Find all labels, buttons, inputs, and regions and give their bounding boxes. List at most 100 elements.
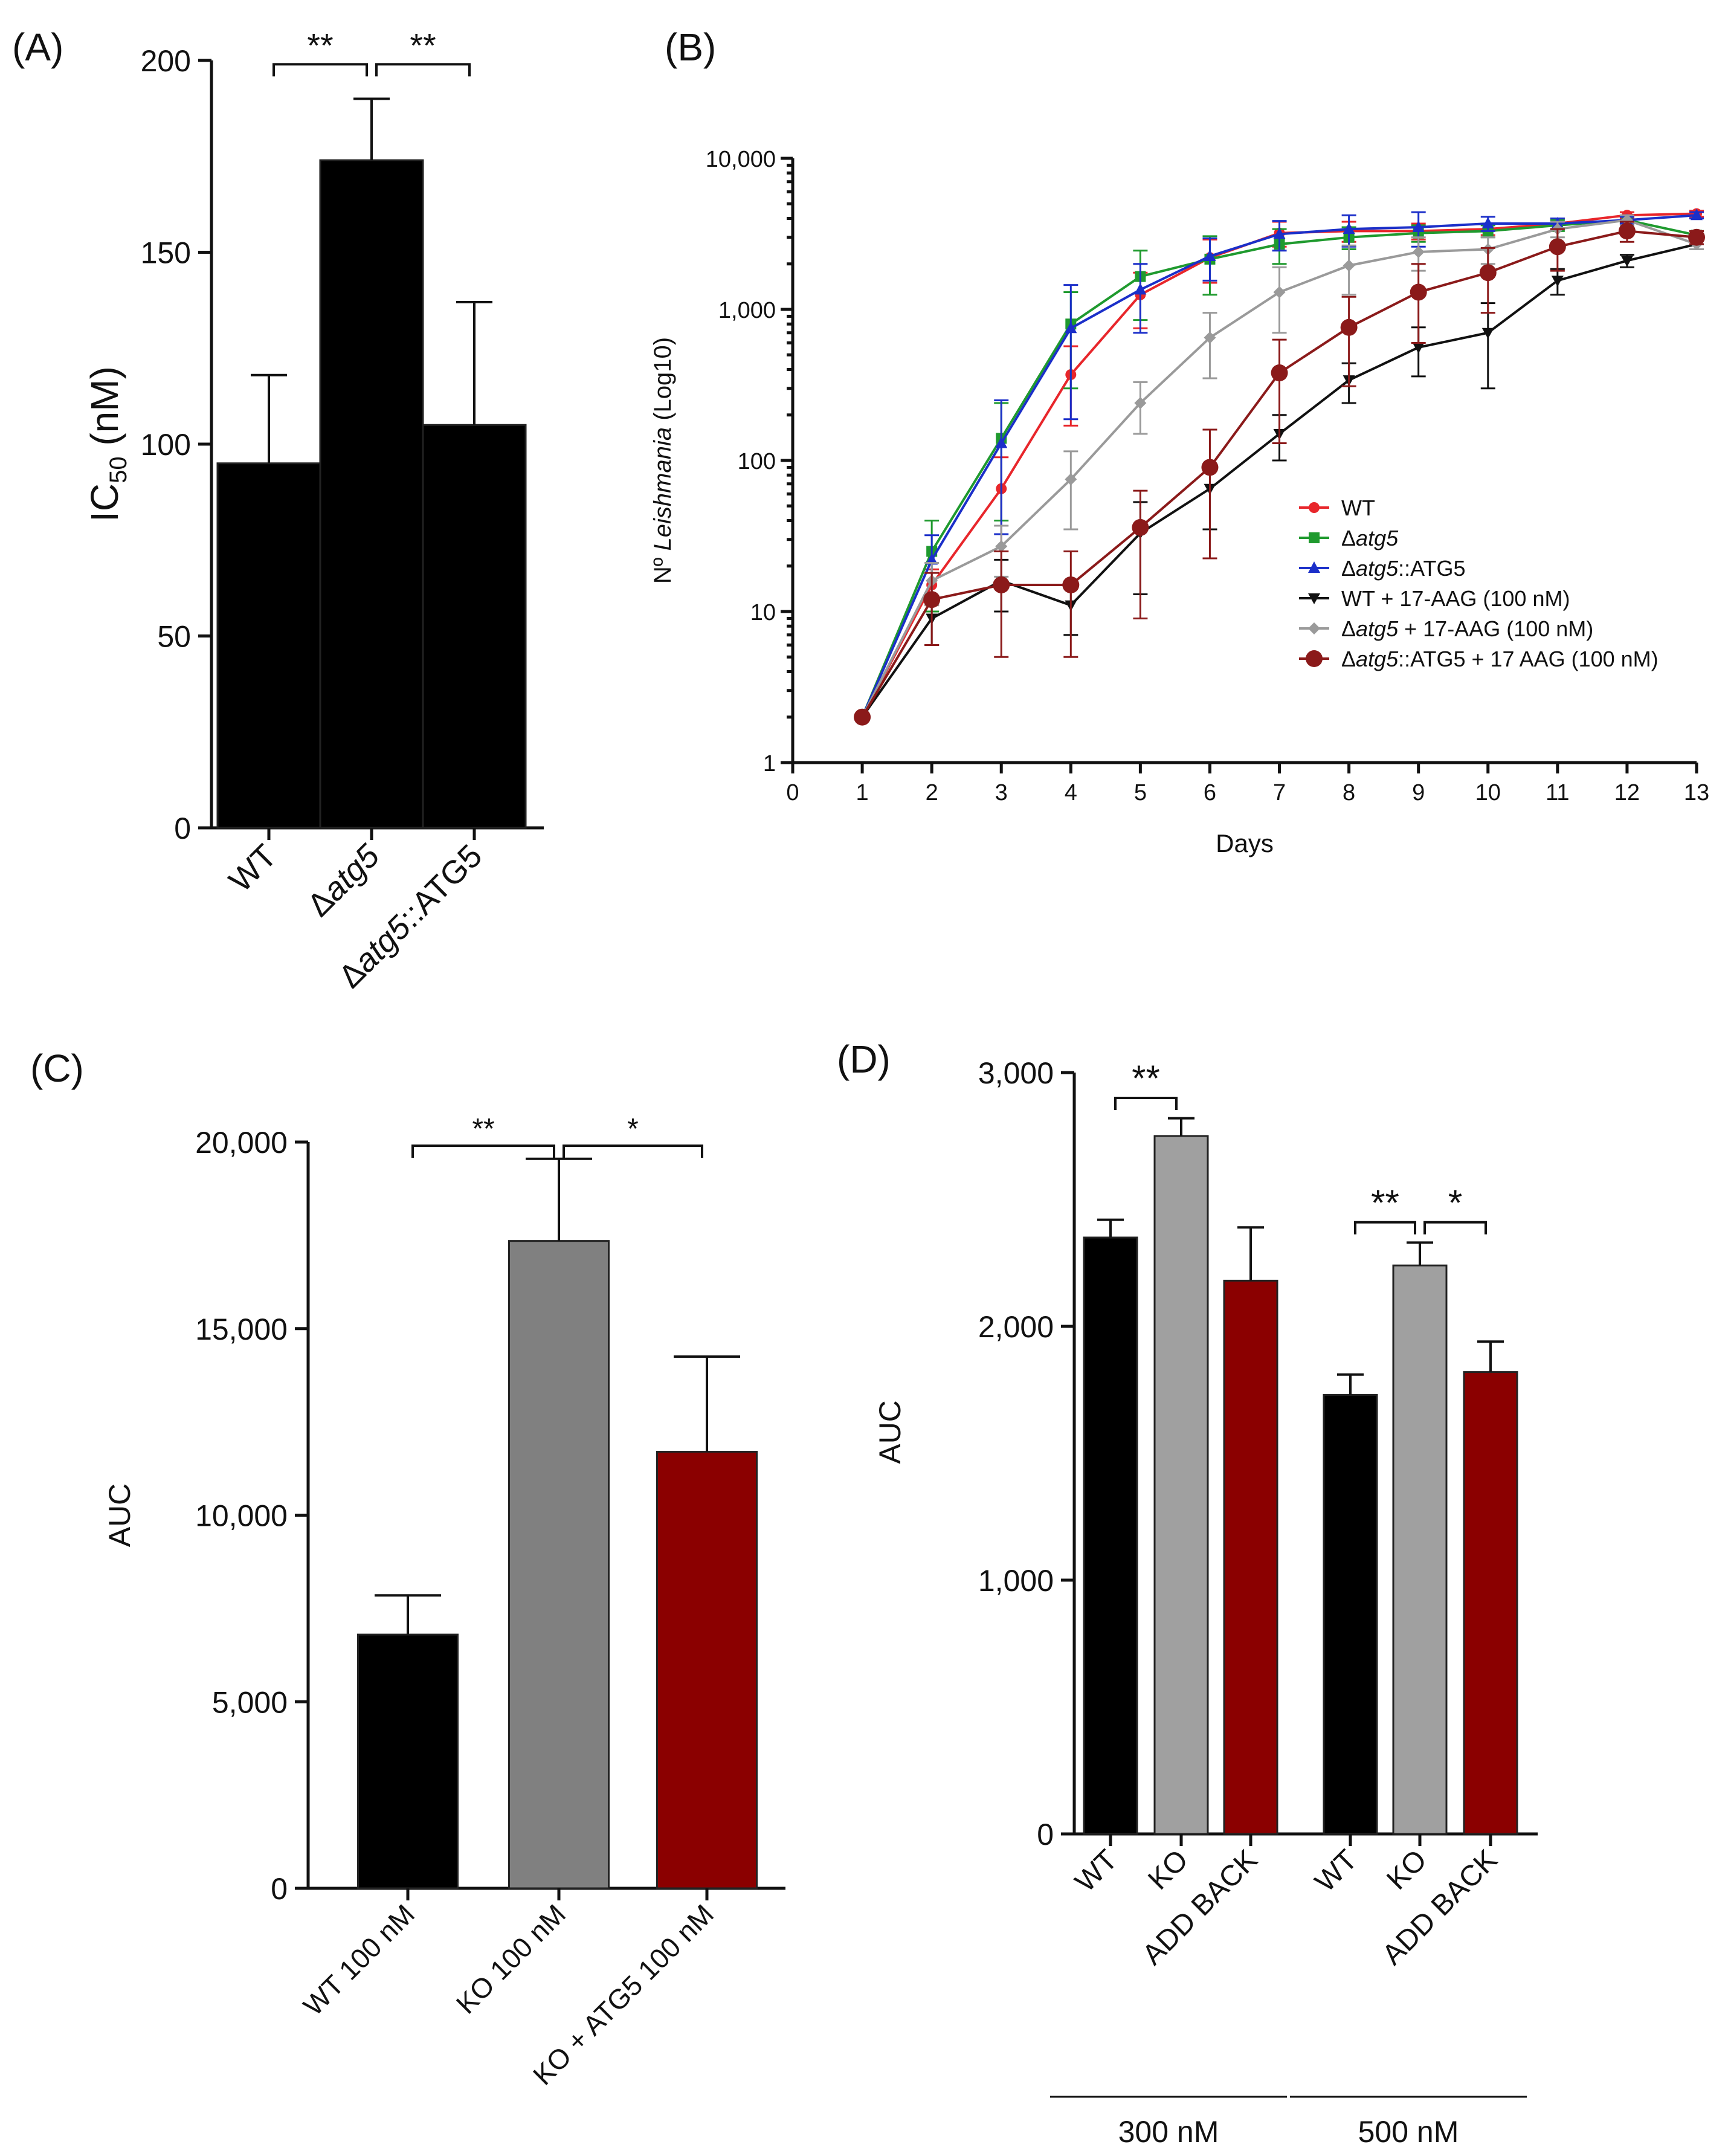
data-point [1309, 532, 1320, 543]
significance-label: ** [410, 26, 436, 64]
x-tick-label: 3 [995, 780, 1008, 805]
significance-label: ** [1132, 1058, 1160, 1099]
legend-entry: WT [1341, 495, 1375, 520]
x-tick-label: 9 [1412, 780, 1425, 805]
data-point [1620, 256, 1633, 267]
group-label: 300 nM [1118, 2115, 1219, 2149]
y-axis-label: IC50 (nM) [83, 366, 132, 522]
bar [1153, 1135, 1209, 1835]
y-tick-label: 0 [174, 812, 191, 845]
data-point [1412, 342, 1425, 353]
bar [1323, 1393, 1378, 1835]
significance-label: * [1448, 1183, 1462, 1223]
y-tick-label: 150 [141, 236, 191, 270]
y-tick-label: 100 [141, 428, 191, 462]
data-point [1343, 222, 1355, 234]
panel-label-c: (C) [30, 1047, 84, 1090]
x-tick-label: WT [1309, 1844, 1364, 1898]
significance-bracket [411, 1144, 555, 1158]
y-axis-label: AUC [873, 1400, 907, 1464]
data-point [1065, 473, 1077, 486]
significance-label: ** [1371, 1183, 1399, 1223]
data-point [1691, 208, 1703, 221]
data-point [1062, 576, 1080, 593]
x-tick-label: 7 [1273, 780, 1286, 805]
panel-label-a: (A) [12, 25, 63, 69]
legend-entry: Δatg5::ATG5 + 17 AAG (100 nM) [1341, 647, 1659, 671]
x-tick-label: KO [1142, 1844, 1194, 1896]
x-tick-label: KO [1381, 1844, 1433, 1896]
data-point [1204, 249, 1216, 261]
data-point [926, 553, 938, 565]
x-tick-label: 10 [1475, 780, 1501, 805]
y-tick-label: 3,000 [978, 1056, 1054, 1090]
x-tick-label: 11 [1546, 780, 1569, 805]
y-tick-label: 0 [1037, 1818, 1054, 1851]
data-point [1549, 238, 1566, 256]
significance-label: ** [307, 26, 334, 64]
legend-entry: Δatg5::ATG5 [1341, 556, 1465, 581]
data-point [923, 591, 941, 608]
x-axis-label: Days [1216, 829, 1274, 857]
data-point [1308, 561, 1320, 573]
data-point [1412, 220, 1425, 232]
significance-label: * [627, 1113, 639, 1145]
data-point [1273, 286, 1286, 299]
y-tick-label: 1 [763, 751, 776, 776]
x-tick-label: 5 [1134, 780, 1147, 805]
data-point [1343, 259, 1355, 272]
bar [216, 462, 321, 829]
y-tick-label: 100 [738, 449, 776, 474]
y-axis-label: Nº Leishmania (Log10) [650, 337, 676, 584]
y-tick-label: 10 [750, 600, 776, 625]
data-point [1551, 276, 1564, 287]
bar [656, 1451, 758, 1890]
significance-bracket [272, 63, 368, 77]
data-point [1340, 318, 1358, 336]
data-point [1481, 216, 1494, 228]
panel-label-d: (D) [837, 1038, 891, 1081]
legend-entry: WT + 17-AAG (100 nM) [1341, 586, 1570, 611]
x-tick-label: Δatg5 [300, 837, 387, 923]
y-tick-label: 15,000 [195, 1312, 288, 1346]
x-tick-label: 12 [1614, 780, 1640, 805]
x-tick-label: WT 100 nM [297, 1898, 421, 2021]
data-point [1688, 228, 1705, 246]
y-tick-label: 1,000 [978, 1564, 1054, 1598]
data-point [1271, 364, 1288, 382]
y-tick-label: 200 [141, 44, 191, 78]
data-point [1134, 396, 1147, 409]
x-tick-label: 4 [1065, 780, 1077, 805]
bar [319, 159, 424, 829]
data-point [1412, 245, 1425, 258]
data-point [993, 576, 1010, 593]
y-axis-label: AUC [103, 1483, 137, 1548]
bar [357, 1633, 459, 1890]
data-point [1479, 264, 1497, 282]
x-tick-label: WT [1069, 1844, 1124, 1898]
legend-entry: Δatg5 + 17-AAG (100 nM) [1341, 616, 1593, 641]
x-tick-label: 13 [1684, 780, 1709, 805]
data-point [1309, 502, 1320, 513]
bar [422, 424, 527, 829]
data-point [1065, 321, 1077, 334]
x-tick-label: 2 [926, 780, 938, 805]
data-point [854, 708, 871, 726]
data-point [1308, 593, 1320, 604]
significance-label: ** [472, 1113, 494, 1145]
x-tick-label: 1 [856, 780, 869, 805]
data-point [1410, 283, 1427, 301]
significance-bracket [375, 63, 471, 77]
data-point [1134, 283, 1147, 295]
y-tick-label: 10,000 [195, 1499, 288, 1533]
y-tick-label: 10,000 [706, 147, 776, 172]
y-tick-label: 50 [157, 620, 191, 654]
data-point [1204, 331, 1216, 344]
bar [508, 1240, 610, 1890]
group-label: 500 nM [1358, 2115, 1459, 2149]
y-tick-label: 5,000 [212, 1685, 288, 1719]
